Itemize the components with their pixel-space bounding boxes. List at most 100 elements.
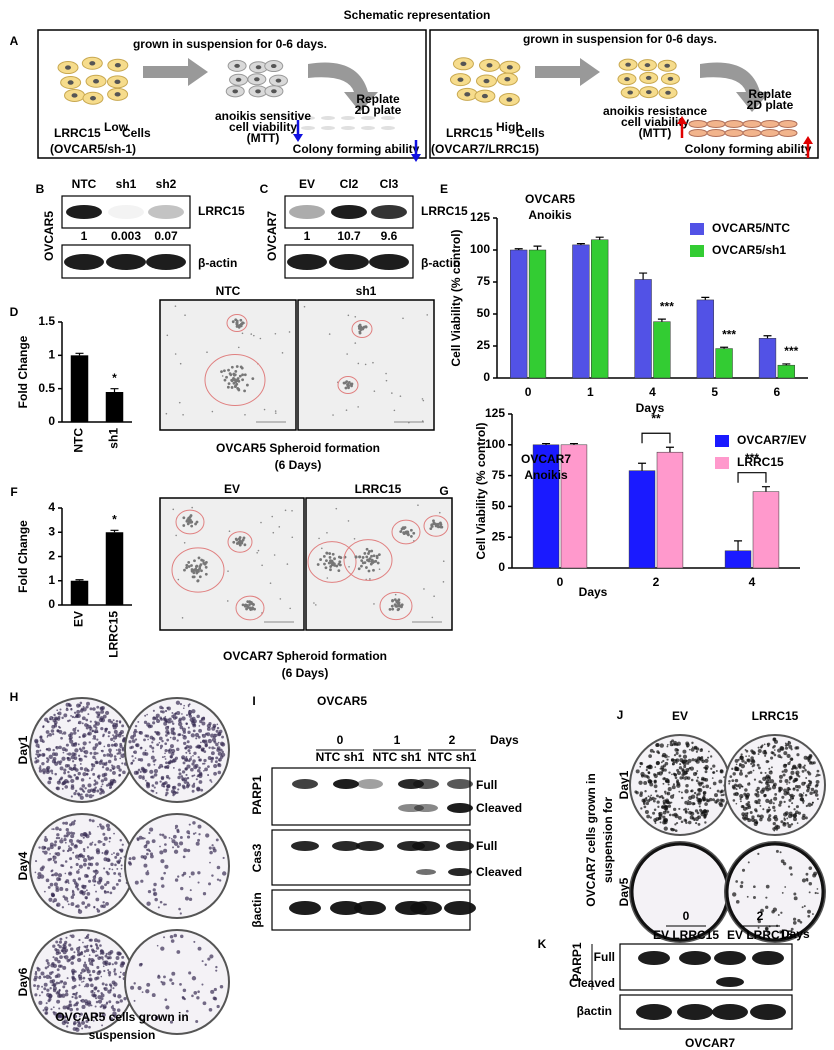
colony [97,939,100,942]
band [354,901,386,915]
colony [679,758,683,762]
colony [795,810,799,814]
colony [746,750,749,753]
colony [685,741,689,745]
spheroid-cell [438,525,441,528]
colony [107,744,110,747]
colony [146,782,148,784]
colony [666,758,668,760]
colony [66,828,69,831]
spheroid-cell [234,373,237,376]
colony [710,755,712,757]
label: grown in suspension for 0-6 days. [523,32,717,46]
colony [153,883,156,886]
colony [183,705,185,707]
colony [789,794,791,796]
colony [104,837,108,841]
colony [165,758,167,760]
spheroid-cell [360,328,363,331]
colony [673,794,675,796]
colony [176,748,179,751]
colony [185,774,187,776]
colony [121,762,123,764]
error-bar [111,530,119,532]
spheroid-cell [440,526,443,529]
colony [173,713,176,716]
colony [216,723,218,725]
colony [215,756,218,759]
band [712,1004,748,1020]
spheroid-cell [234,370,237,373]
colony [63,956,65,958]
label: Colony forming ability [293,142,420,156]
panel-label: G [439,484,448,498]
colony [147,848,150,851]
colony [171,752,175,756]
label: 10.7 [337,229,361,243]
colony [133,751,135,753]
colony [79,865,83,869]
colony [87,724,89,726]
colony [636,791,639,794]
label: OVCAR7 [685,1036,735,1050]
colony [70,779,74,783]
x-tick-label: EV [72,611,86,627]
colony [183,856,186,859]
colony [691,789,694,792]
colony [805,794,807,796]
colony [700,749,703,752]
colony [175,825,178,828]
colony [75,1027,77,1029]
colony [78,858,80,860]
label: 0 [683,909,690,923]
spheroid-cell [319,558,322,561]
colony [56,837,58,839]
colony [78,869,80,871]
colony [171,720,173,722]
colony [177,733,180,736]
colony [211,781,213,783]
colony [163,718,166,721]
spheroid-cell [182,524,185,527]
colony [690,816,694,820]
colony [96,789,99,792]
colony [54,773,57,776]
colony [804,782,806,784]
colony [222,871,226,875]
colony [58,952,61,955]
trend-arrowhead [803,136,813,144]
flat-cell [689,121,707,128]
colony [636,769,640,773]
colony [164,749,167,752]
colony [640,807,642,809]
colony [96,966,99,969]
colony [100,976,102,978]
spheroid-cell [338,556,341,559]
y-tick-label: 25 [477,338,491,352]
colony [116,720,119,723]
colony [165,710,167,712]
colony [780,851,782,853]
colony [789,779,791,781]
colony [92,842,94,844]
colony [794,746,797,749]
debris [386,380,388,382]
colony [192,717,196,721]
colony [84,787,86,789]
colony [62,850,64,852]
colony [786,754,790,758]
colony [719,803,723,807]
colony [58,746,62,750]
colony [197,775,199,777]
colony [105,850,109,854]
colony [77,730,79,732]
colony [69,776,72,779]
colony [51,874,53,876]
colony [112,869,114,871]
colony [154,893,156,895]
panel-label: E [440,182,448,196]
colony [114,758,117,761]
colony [641,774,644,777]
colony [817,888,819,890]
colony [97,990,100,993]
